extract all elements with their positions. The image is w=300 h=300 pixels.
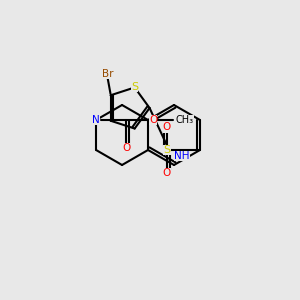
Text: N: N <box>92 115 100 125</box>
Text: O: O <box>122 143 130 154</box>
Text: NH: NH <box>174 151 190 161</box>
Text: Br: Br <box>102 69 113 79</box>
Text: O: O <box>163 167 171 178</box>
Text: O: O <box>149 115 157 125</box>
Text: O: O <box>163 122 171 133</box>
Text: CH₃: CH₃ <box>176 115 194 125</box>
Text: S: S <box>131 82 138 92</box>
Text: S: S <box>164 145 170 155</box>
